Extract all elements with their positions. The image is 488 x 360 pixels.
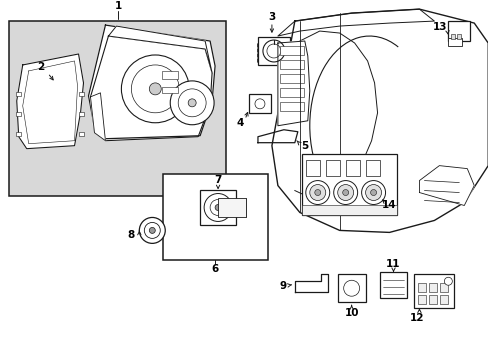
Bar [79, 92, 83, 96]
Text: 6: 6 [211, 264, 218, 274]
Circle shape [314, 190, 320, 195]
Circle shape [309, 185, 325, 201]
Text: 13: 13 [432, 22, 447, 32]
Text: 11: 11 [386, 259, 400, 269]
Bar [162, 87, 178, 93]
Bar [279, 102, 303, 111]
Bar [79, 132, 83, 136]
Bar [279, 88, 303, 97]
Bar [325, 159, 339, 176]
Circle shape [210, 199, 225, 216]
Polygon shape [294, 274, 327, 292]
Circle shape [121, 55, 189, 123]
Circle shape [131, 65, 179, 113]
Bar [447, 38, 461, 46]
Bar [365, 159, 379, 176]
Bar [279, 74, 303, 83]
Polygon shape [108, 26, 212, 73]
Circle shape [343, 280, 359, 296]
Polygon shape [277, 41, 309, 126]
Circle shape [149, 228, 155, 233]
Bar [279, 46, 303, 55]
Circle shape [203, 194, 232, 221]
Circle shape [170, 81, 214, 125]
Bar [258, 37, 289, 65]
Bar [301, 154, 396, 216]
Text: 12: 12 [409, 313, 424, 323]
Text: 7: 7 [214, 175, 222, 185]
Circle shape [215, 204, 221, 211]
Polygon shape [277, 9, 433, 36]
Bar [379, 272, 407, 298]
Bar [450, 34, 454, 39]
Polygon shape [271, 9, 487, 233]
Circle shape [370, 190, 376, 195]
Text: 9: 9 [279, 281, 286, 291]
Bar [418, 295, 426, 304]
Polygon shape [90, 36, 212, 141]
Bar [456, 34, 460, 39]
Bar [163, 174, 267, 260]
Bar [440, 295, 447, 304]
Circle shape [365, 185, 381, 201]
Circle shape [305, 181, 329, 204]
Bar [428, 283, 436, 292]
Circle shape [361, 181, 385, 204]
Polygon shape [88, 25, 215, 139]
Bar [79, 112, 83, 116]
Bar [414, 274, 453, 308]
Text: 1: 1 [115, 1, 122, 11]
Polygon shape [258, 130, 297, 143]
Bar [218, 198, 245, 217]
Circle shape [149, 83, 161, 95]
Polygon shape [17, 54, 83, 149]
Bar [16, 92, 20, 96]
Text: 3: 3 [268, 12, 275, 22]
Circle shape [342, 190, 348, 195]
Circle shape [254, 99, 264, 109]
Bar [16, 112, 20, 116]
Circle shape [337, 185, 353, 201]
Circle shape [178, 89, 206, 117]
Text: 4: 4 [236, 118, 243, 128]
Circle shape [266, 44, 280, 58]
Polygon shape [419, 166, 473, 206]
Text: 8: 8 [127, 230, 135, 240]
Circle shape [263, 40, 285, 62]
Text: 14: 14 [382, 201, 396, 211]
Circle shape [188, 99, 196, 107]
Bar [428, 295, 436, 304]
Bar [9, 21, 225, 195]
Bar [16, 132, 20, 136]
Circle shape [144, 222, 160, 238]
Circle shape [139, 217, 165, 243]
Bar [301, 206, 396, 216]
Bar [248, 94, 270, 113]
Text: 5: 5 [301, 141, 308, 151]
Bar [305, 159, 319, 176]
Bar [337, 274, 365, 302]
Bar [200, 190, 236, 225]
Bar [447, 21, 469, 41]
Bar [418, 283, 426, 292]
Circle shape [444, 277, 451, 285]
Text: 10: 10 [344, 308, 358, 318]
Circle shape [333, 181, 357, 204]
Text: 2: 2 [37, 62, 44, 72]
Bar [279, 60, 303, 69]
Polygon shape [90, 93, 105, 141]
Bar [440, 283, 447, 292]
Bar [162, 71, 178, 79]
Bar [345, 159, 359, 176]
